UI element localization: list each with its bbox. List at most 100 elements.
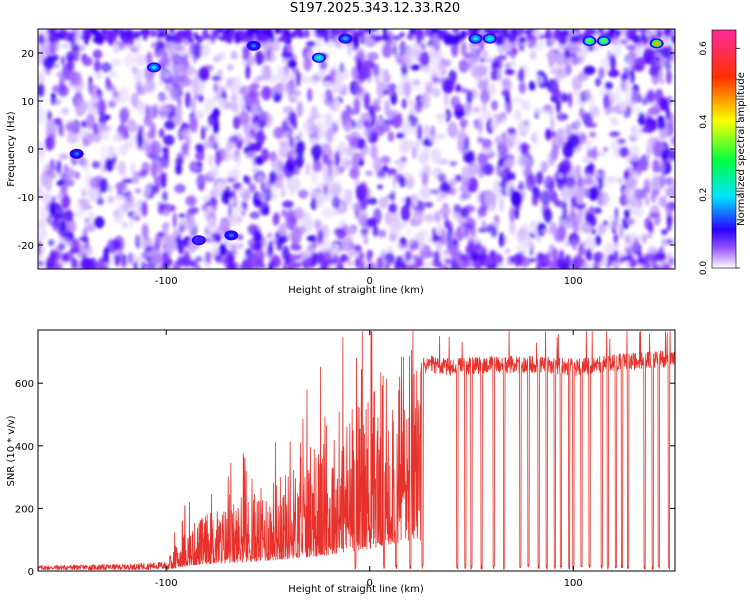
spectrogram-blob <box>183 77 192 87</box>
spectrogram-blob <box>230 102 239 113</box>
spectrogram-blob <box>584 177 594 186</box>
spectrogram-blob <box>417 236 425 252</box>
spectrogram-blob <box>179 130 187 139</box>
snr-y-label: SNR (10 * v/v) <box>6 415 17 486</box>
spectrogram-blob <box>233 115 241 130</box>
spectrogram-blob <box>306 88 313 102</box>
spectrogram-blob <box>247 56 256 66</box>
spectrogram-blob <box>269 170 277 185</box>
spectrogram-blob <box>471 237 481 244</box>
spectrogram-blob <box>319 60 328 71</box>
spectrogram-blob <box>585 122 597 128</box>
spectrogram-blob <box>288 136 295 149</box>
spectrogram-blob <box>238 111 250 127</box>
spectrogram-blob <box>162 190 168 202</box>
spectrogram-blob <box>148 128 156 140</box>
spectrogram-blob <box>512 96 524 105</box>
spectrogram-blob <box>187 215 195 232</box>
spectrogram-blob <box>330 259 336 265</box>
spectrogram-blob <box>574 263 583 268</box>
spectrogram-blob <box>412 209 425 225</box>
spectrogram-blob <box>610 29 617 34</box>
spectrogram-blob <box>498 232 505 248</box>
spectrogram-blob <box>466 89 473 104</box>
spectrogram-blob <box>266 29 272 37</box>
spectrogram-blob <box>630 232 638 238</box>
spectrogram-blob <box>603 181 609 189</box>
spectrogram-blob <box>314 190 327 202</box>
spectrogram-blob <box>498 145 509 155</box>
spectrogram-blob <box>278 144 290 159</box>
spectrogram-blob <box>637 251 643 265</box>
spectrogram-blob <box>617 138 626 145</box>
spectrogram-blob <box>58 33 65 40</box>
spectrogram-blob <box>495 35 505 46</box>
spectrogram-blob <box>511 132 516 143</box>
spectrogram-blob <box>396 132 405 139</box>
spectrogram-blob <box>575 188 584 205</box>
spectrogram-blob <box>459 126 466 138</box>
snr-y-axis: 0 200 400 600 <box>15 379 675 578</box>
spectrogram-blob <box>654 176 659 186</box>
spectrogram-blob <box>273 262 280 269</box>
spectrogram-blob <box>163 134 175 146</box>
spectrogram-blob <box>291 31 297 39</box>
spectrogram-blob <box>531 194 539 207</box>
spectrogram-blob <box>305 41 317 47</box>
spectrogram-hotspots <box>69 33 664 246</box>
spectrogram-blob <box>477 119 484 135</box>
spectrogram-blob <box>561 30 570 37</box>
spectrogram-blob <box>323 35 330 43</box>
spectrogram-blob <box>460 41 467 57</box>
spectrogram-blob <box>513 109 522 121</box>
spectrogram-blob <box>280 36 286 42</box>
spectrogram-blob <box>113 44 120 54</box>
spectrogram-blob <box>56 159 62 174</box>
spectrogram-blob <box>661 252 666 261</box>
spectrogram-blob <box>349 166 360 180</box>
spectrogram-blob <box>177 256 187 267</box>
spectrogram-blob <box>210 95 216 107</box>
spectrogram-blob <box>541 228 546 235</box>
y-tick-label: 600 <box>15 379 34 390</box>
spectrogram-blob <box>264 65 272 81</box>
spectrogram-blob <box>434 250 441 264</box>
spectrogram-blob <box>86 33 91 41</box>
spectrogram-blob <box>325 41 337 48</box>
spectrogram-blob <box>47 239 55 247</box>
spectrogram-blob <box>128 215 135 229</box>
spectrogram-blob <box>107 239 119 254</box>
spectrogram-blob <box>115 194 126 201</box>
spectrogram-blob <box>296 101 303 118</box>
spectrogram-blob <box>531 133 536 143</box>
spectrogram-blob <box>576 176 585 192</box>
spectrogram-blob <box>80 34 87 41</box>
spectrogram-blob <box>122 173 128 180</box>
spectrogram-blob <box>38 233 43 242</box>
spectrogram-blob <box>108 71 118 78</box>
spectrogram-blob <box>477 227 487 233</box>
spectrogram-blob <box>298 189 309 199</box>
spectrogram-blob <box>181 142 189 155</box>
spectrogram-blob <box>332 208 338 216</box>
spectrogram-blob <box>210 32 215 44</box>
spectrogram-blob <box>134 188 142 194</box>
spectrogram-blob <box>257 114 269 122</box>
spectrogram-blob <box>555 258 566 267</box>
spectrogram-blob <box>622 255 633 262</box>
spectrogram-blob <box>509 206 516 223</box>
spectrogram-blob <box>253 29 264 35</box>
spectrogram-blob <box>338 141 346 147</box>
spectrogram-blob <box>119 29 126 40</box>
spectrogram-blob <box>284 213 294 230</box>
spectrogram-blob <box>491 100 498 111</box>
spectrogram-blob <box>245 175 251 186</box>
spectrogram-blob <box>347 248 357 257</box>
spectrogram-blob <box>444 90 449 108</box>
spectrogram-blob <box>587 162 595 176</box>
spectrogram-blob <box>523 166 533 180</box>
spectrogram-blob <box>223 32 233 43</box>
spectrogram-blob <box>475 253 486 259</box>
spectrogram-blob <box>224 29 231 36</box>
hotspot-core <box>151 65 157 70</box>
